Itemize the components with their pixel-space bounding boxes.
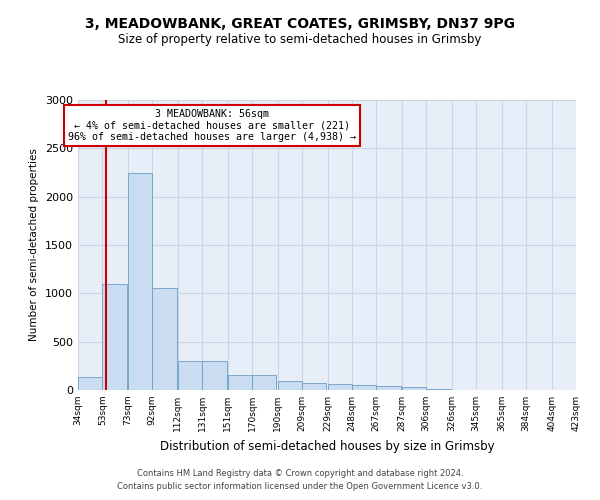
Text: 3, MEADOWBANK, GREAT COATES, GRIMSBY, DN37 9PG: 3, MEADOWBANK, GREAT COATES, GRIMSBY, DN… [85, 18, 515, 32]
Bar [328, 384, 352, 390]
Bar [352, 385, 376, 390]
Text: 3 MEADOWBANK: 56sqm
← 4% of semi-detached houses are smaller (221)
96% of semi-d: 3 MEADOWBANK: 56sqm ← 4% of semi-detache… [68, 108, 356, 142]
Y-axis label: Number of semi-detached properties: Number of semi-detached properties [29, 148, 40, 342]
X-axis label: Distribution of semi-detached houses by size in Grimsby: Distribution of semi-detached houses by … [160, 440, 494, 452]
Text: Size of property relative to semi-detached houses in Grimsby: Size of property relative to semi-detach… [118, 32, 482, 46]
Bar [202, 361, 227, 390]
Bar [103, 284, 127, 390]
Text: Contains HM Land Registry data © Crown copyright and database right 2024.: Contains HM Land Registry data © Crown c… [137, 468, 463, 477]
Text: Contains public sector information licensed under the Open Government Licence v3: Contains public sector information licen… [118, 482, 482, 491]
Bar [128, 172, 152, 390]
Bar [426, 389, 451, 390]
Bar [152, 288, 176, 390]
Bar [252, 374, 277, 390]
Bar [228, 374, 252, 390]
Bar [376, 386, 401, 390]
Bar [178, 361, 202, 390]
Bar [278, 382, 302, 390]
Bar [78, 378, 103, 390]
Bar [402, 387, 426, 390]
Bar [302, 383, 326, 390]
